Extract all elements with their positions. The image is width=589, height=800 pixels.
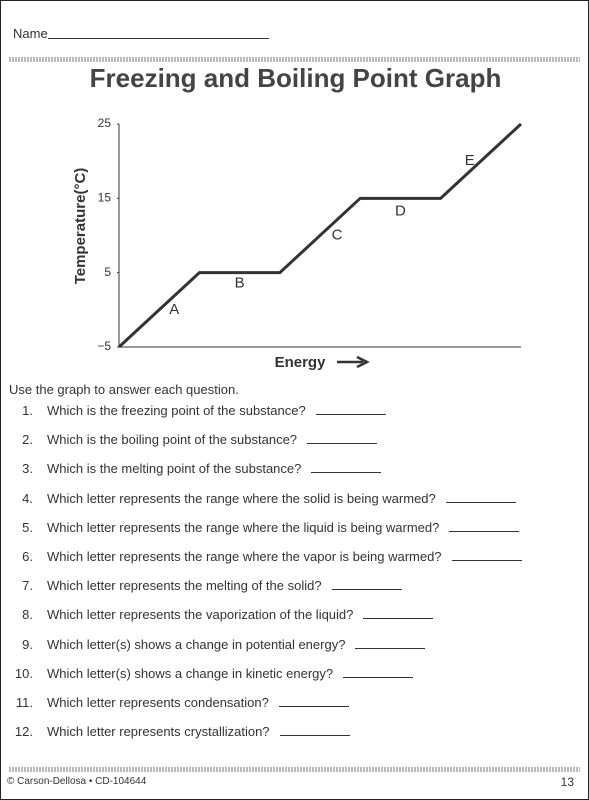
question-text: Which letter(s) shows a change in kineti…: [47, 665, 334, 681]
answer-blank[interactable]: [307, 442, 378, 445]
question-text: Which letter represents the vaporization…: [47, 607, 354, 623]
answer-blank[interactable]: [331, 588, 402, 591]
question: 3. Which is the melting point of the subs…: [1, 461, 588, 490]
answer-blank[interactable]: [279, 734, 350, 737]
answer-blank[interactable]: [311, 471, 382, 474]
question-number: 11.: [15, 694, 33, 710]
page-number: 13: [560, 775, 574, 789]
y-tick-label: 5: [104, 265, 111, 279]
answer-blank[interactable]: [449, 530, 520, 532]
data-line: [117, 122, 523, 349]
question: 7. Which letter represents the melting of…: [1, 578, 588, 607]
instructions: Use the graph to answer each question.: [9, 382, 239, 397]
segment-label: C: [332, 226, 343, 243]
question-number: 10.: [14, 665, 33, 681]
y-axis-label: Temperature(°C): [72, 168, 89, 285]
question-text: Which letter represents the range where …: [47, 519, 440, 535]
question: 10. Which letter(s) shows a change in kin…: [1, 665, 588, 695]
name-label: Name: [13, 26, 48, 41]
question: 11. Which letter represents condensation?: [1, 694, 588, 724]
question-number: 1.: [22, 403, 33, 418]
name-blank[interactable]: [48, 38, 269, 39]
question-number: 3.: [22, 461, 33, 477]
question: 2. Which is the boiling point of the subs…: [1, 432, 588, 461]
question-text: Which letter represents crystallization?: [47, 724, 270, 740]
question-text: Which is the freezing point of the subst…: [47, 403, 306, 418]
question: 8. Which letter represents the vaporizati…: [1, 607, 588, 636]
question-text: Which letter represents the range where …: [47, 490, 436, 506]
answer-blank[interactable]: [278, 705, 349, 707]
question-text: Which letter(s) shows a change in potent…: [47, 636, 346, 652]
x-axis-label: Energy: [275, 354, 327, 371]
question-list: 1. Which is the freezing point of the sub…: [1, 403, 588, 753]
y-tick-label: 15: [98, 191, 112, 205]
question-text: Which letter represents the range where …: [47, 548, 442, 564]
answer-blank[interactable]: [445, 501, 516, 503]
segment-label: D: [395, 202, 406, 219]
question-number: 9.: [22, 636, 33, 652]
question: 4. Which letter represents the range wher…: [1, 490, 588, 520]
question: 5. Which letter represents the range wher…: [1, 519, 588, 549]
divider: [9, 57, 580, 62]
question: 12. Which letter represents crystallizati…: [1, 724, 588, 753]
question-text: Which is the melting point of the substa…: [47, 461, 302, 477]
answer-blank[interactable]: [315, 413, 386, 415]
copyright: © Carson-Dellosa • CD-104644: [7, 776, 147, 787]
segment-label: E: [465, 152, 475, 169]
question-text: Which letter represents the melting of t…: [47, 578, 322, 594]
y-tick-label: 25: [98, 116, 112, 130]
question-text: Which letter represents condensation?: [47, 694, 269, 710]
y-tick-label: −5: [97, 339, 111, 353]
question-number: 6.: [22, 548, 33, 564]
question-text: Which is the boiling point of the substa…: [47, 432, 298, 448]
question: 1. Which is the freezing point of the sub…: [1, 403, 588, 432]
answer-blank[interactable]: [355, 647, 426, 649]
question-number: 5.: [22, 519, 33, 535]
arrow: [337, 355, 370, 369]
chart: Temperature(°C) Energy −5 5 15 25 A B C D E: [72, 116, 523, 371]
question-number: 2.: [22, 432, 33, 448]
question-number: 4.: [22, 490, 33, 506]
segment-label: A: [169, 301, 179, 318]
question-number: 12.: [14, 724, 33, 740]
answer-blank[interactable]: [343, 676, 414, 678]
question-number: 8.: [22, 607, 33, 623]
question: 6. Which letter represents the range wher…: [1, 548, 588, 578]
divider: [9, 767, 580, 772]
question: 9. Which letter(s) shows a change in pote…: [1, 636, 588, 666]
title: Freezing and Boiling Point Graph: [89, 63, 502, 93]
answer-blank[interactable]: [363, 617, 434, 620]
question-number: 7.: [22, 578, 33, 594]
answer-blank[interactable]: [451, 559, 522, 561]
segment-label: B: [235, 275, 245, 292]
